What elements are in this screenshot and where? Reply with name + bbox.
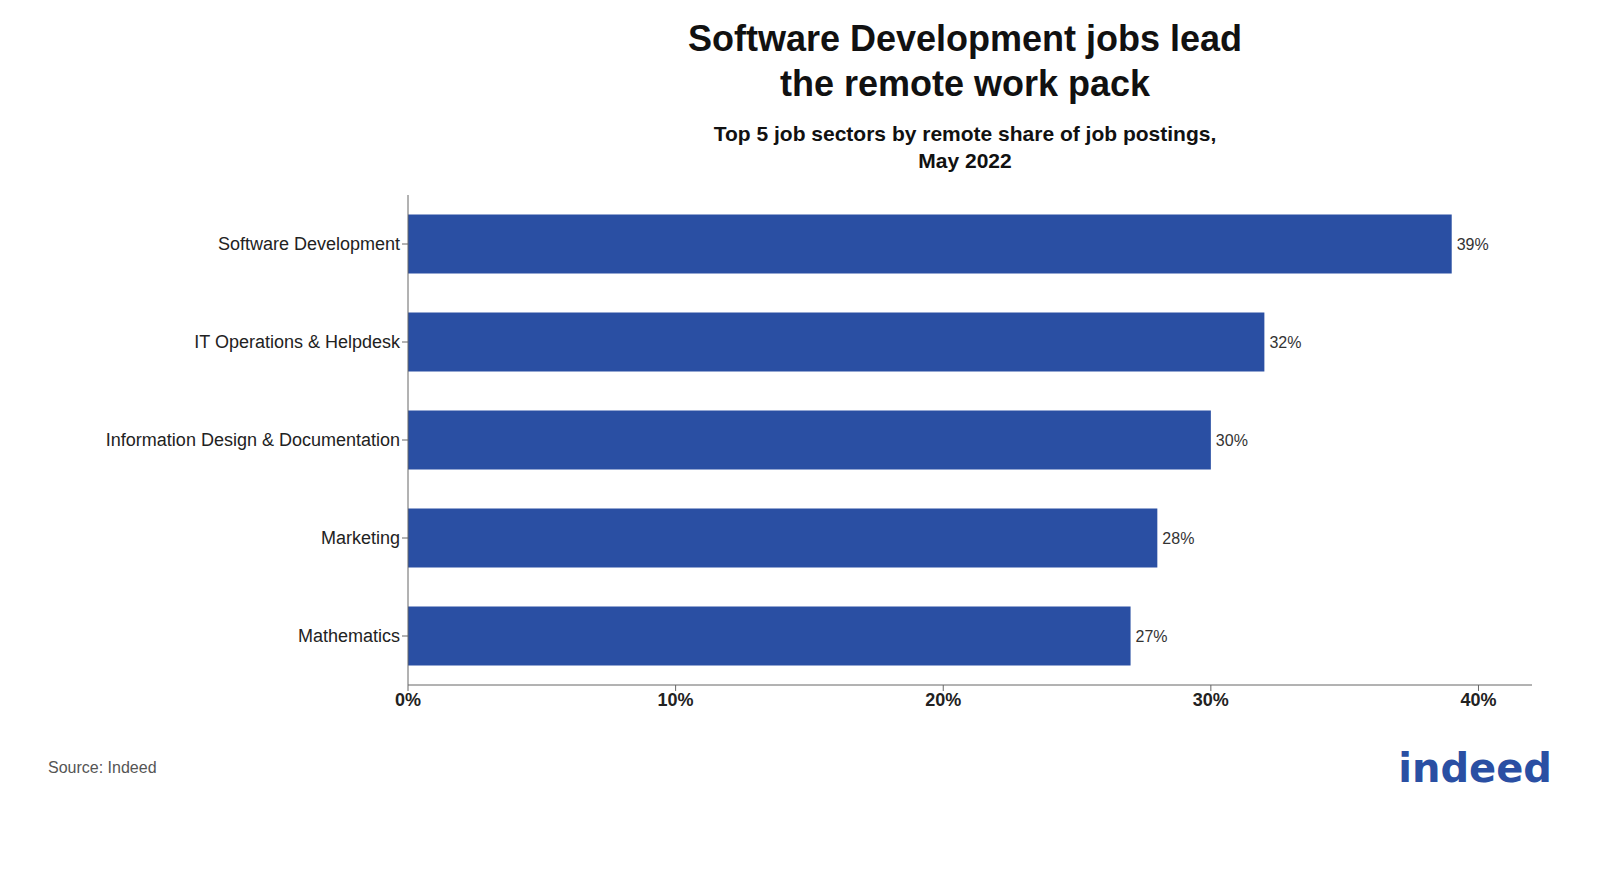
svg-text:Information Design & Documenta: Information Design & Documentation	[106, 430, 400, 450]
svg-text:28%: 28%	[1162, 529, 1194, 546]
svg-text:30%: 30%	[1193, 689, 1229, 709]
html-text:Top 5 job sectors by remote sh: Top 5 job sectors by remote share of job…	[713, 122, 1217, 173]
html-text:Software Development jobs lead: Software Development jobs lead the remot…	[687, 18, 1243, 104]
svg-text:27%: 27%	[1136, 627, 1168, 644]
html-text:indeed: indeed	[1398, 744, 1552, 791]
svg-text:Mathematics: Mathematics	[298, 626, 400, 646]
svg-text:30%: 30%	[1216, 431, 1248, 448]
svg-text:10%: 10%	[658, 689, 694, 709]
svg-text:0%: 0%	[395, 689, 421, 709]
svg-text:Software Development: Software Development	[218, 234, 400, 254]
svg-text:Marketing: Marketing	[321, 528, 400, 548]
svg-text:32%: 32%	[1269, 333, 1301, 350]
svg-text:40%: 40%	[1460, 689, 1496, 709]
svg-text:20%: 20%	[925, 689, 961, 709]
svg-text:IT Operations & Helpdesk: IT Operations & Helpdesk	[194, 332, 401, 352]
html-text:Source: Indeed: Source: Indeed	[48, 758, 157, 776]
svg-text:39%: 39%	[1457, 235, 1489, 252]
